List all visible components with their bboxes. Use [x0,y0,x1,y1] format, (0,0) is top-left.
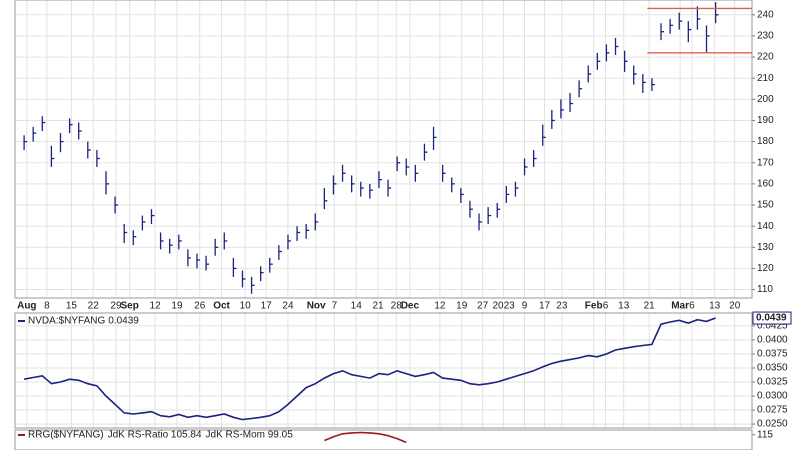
x-tick-label: 13 [618,301,630,312]
x-tick-label: 17 [261,301,273,312]
x-tick-label: 10 [240,301,252,312]
x-tick-label: 19 [456,301,468,312]
y-tick-label: 0.0325 [757,377,788,388]
x-tick-label: 27 [477,301,489,312]
x-tick-label: 6 [603,301,609,312]
y-tick-label: 210 [757,73,774,84]
y-tick-label: 150 [757,200,774,211]
y-tick-label: 170 [757,157,774,168]
y-tick-label: 160 [757,179,774,190]
legend-label: JdK RS-Ratio 105.84 [108,430,202,441]
x-tick-label: 13 [709,301,721,312]
y-tick-label: 0.0300 [757,391,788,402]
x-tick-label: Mar [671,301,689,312]
x-tick-label: Sep [120,301,138,312]
x-tick-label: 29 [110,301,122,312]
y-tick-label: 140 [757,221,774,232]
y-tick-label: 0.0350 [757,363,788,374]
x-tick-label: 19 [171,301,183,312]
y-tick-label: 200 [757,94,774,105]
panel-frame [14,429,753,450]
series-line [23,317,716,421]
x-tick-label: 22 [88,301,100,312]
last-value-box [752,311,792,325]
x-tick-label: 8 [44,301,50,312]
x-tick-label: 12 [434,301,446,312]
y-tick-label: 230 [757,31,774,42]
x-tick-label: 12 [150,301,162,312]
last-value-label: 0.0439 [756,313,787,324]
legend-value: 0.0439 [108,316,139,327]
y-tick-label: 190 [757,115,774,126]
y-tick-label: 115 [757,429,773,440]
panel-frame [14,312,753,429]
x-tick-label: 17 [539,301,551,312]
x-tick-label: 24 [282,301,294,312]
x-tick-label: 6 [689,301,695,312]
series-line [324,431,407,444]
panel-frame [14,0,753,299]
x-tick-label: 14 [351,301,363,312]
x-tick-label: Nov [307,301,326,312]
x-tick-label: Oct [213,301,230,312]
x-tick-label: Aug [17,301,36,312]
x-tick-label: 28 [391,301,403,312]
y-tick-label: 0.0375 [757,349,788,360]
x-tick-label: 9 [522,301,528,312]
x-tick-label: 15 [66,301,78,312]
y-tick-label: 0.0250 [757,419,788,430]
legend-label: RRG($NYFANG) [28,430,104,441]
x-tick-label: 7 [332,301,338,312]
y-tick-label: 0.0275 [757,405,788,416]
y-tick-label: 110 [757,284,773,295]
y-tick-label: 0.0400 [757,335,788,346]
x-tick-label: 23 [556,301,568,312]
x-tick-label: Feb [585,301,603,312]
legend-label: NVDA:$NYFANG [28,316,105,327]
legend-label: JdK RS-Mom 99.05 [206,430,294,441]
x-tick-label: 26 [194,301,206,312]
x-tick-label: 20 [729,301,741,312]
x-tick-label: 21 [372,301,384,312]
y-tick-label: 120 [757,263,774,274]
y-tick-label: 240 [757,9,774,20]
y-tick-label: 220 [757,52,774,63]
y-tick-label: 180 [757,136,774,147]
y-tick-label: 130 [757,242,774,253]
x-tick-label: 2023 [492,301,515,312]
x-tick-label: 21 [644,301,656,312]
y-tick-label: 0.0425 [757,321,788,332]
x-tick-label: Dec [401,301,420,312]
axis-corner [752,298,800,313]
